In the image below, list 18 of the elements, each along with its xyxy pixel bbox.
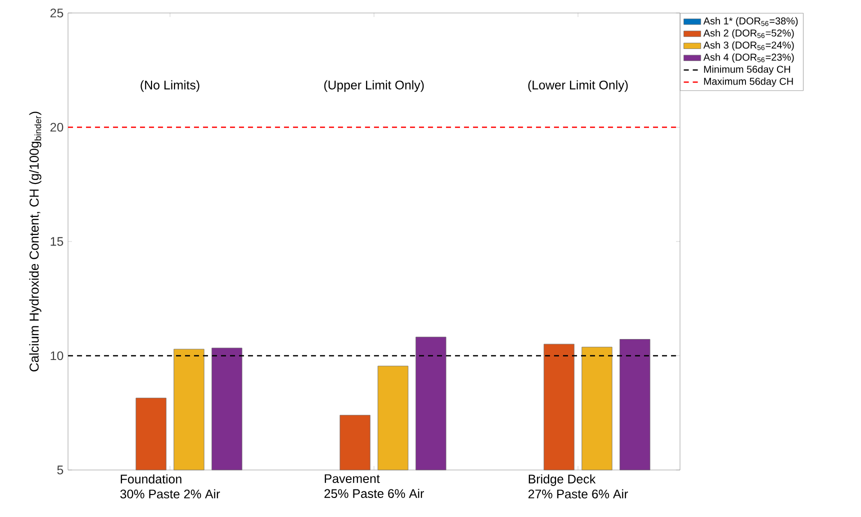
annotation: (No Limits): [140, 80, 200, 92]
y-tick-label: 5: [57, 466, 64, 474]
legend-label: Ash 2 (DOR$_{56}$=52%): [703, 29, 794, 39]
legend-label: Maximum 56day CH: [704, 78, 793, 87]
x-tick-label: Foundation 30% Paste 2% Air: [120, 474, 220, 498]
annotation: (Lower Limit Only): [528, 80, 628, 92]
legend-label: Ash 1* (DOR$_{56}$=38%): [703, 17, 798, 26]
legend-label: Ash 4 (DOR$_{56}$=23%): [703, 53, 794, 63]
x-tick-label: Bridge Deck 27% Paste 6% Air: [528, 474, 628, 498]
annotation: (Upper Limit Only): [324, 80, 424, 92]
legend-label: Minimum 56day CH: [704, 65, 790, 75]
x-tick-label: Pavement 25% Paste 6% Air: [324, 474, 424, 498]
y-tick-label: 25: [50, 8, 64, 18]
y-tick-label: 10: [50, 351, 64, 360]
y-tick-label: 20: [50, 122, 64, 132]
legend-label: Ash 3 (DOR$_{56}$=24%): [703, 41, 794, 51]
y-axis-title: Calcium Hydroxide Content, CH (g/100g$_{binder}$): [29, 112, 42, 372]
y-tick-label: 15: [50, 237, 64, 246]
